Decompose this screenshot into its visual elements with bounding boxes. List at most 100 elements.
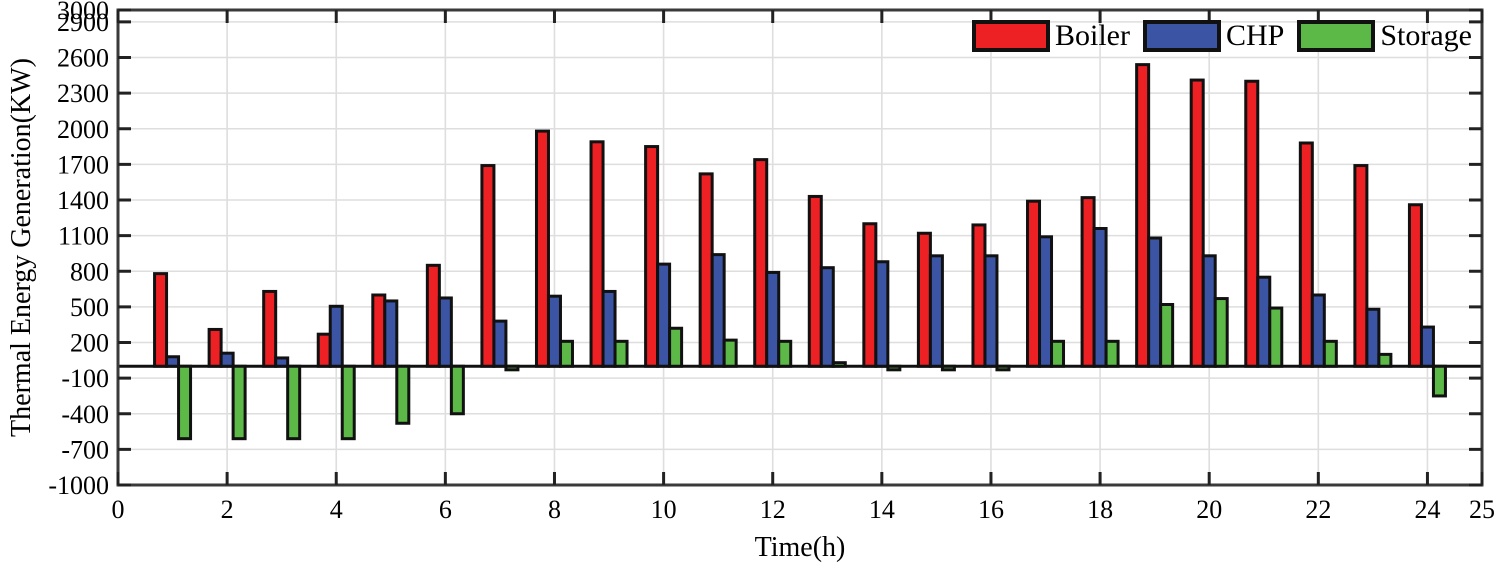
bar-storage-h2 [231, 364, 247, 441]
bar-chp-h8 [546, 294, 562, 368]
bar-chp-h10 [656, 262, 672, 368]
bar-boiler-h5 [371, 293, 387, 368]
y-tick-label-2900: 2900 [57, 8, 109, 37]
bar-storage-h1 [177, 364, 193, 441]
bar-storage-h16 [995, 364, 1011, 372]
bar-storage-h5 [395, 364, 411, 425]
bar-boiler-h3 [262, 289, 278, 368]
bar-boiler-h21 [1244, 79, 1260, 368]
legend-label-storage: Storage [1380, 19, 1472, 52]
bar-storage-h19 [1159, 303, 1175, 368]
bar-boiler-h19 [1135, 63, 1151, 368]
bar-storage-h8 [558, 339, 574, 368]
bar-storage-h23 [1377, 352, 1393, 368]
legend-item-storage: Storage [1297, 20, 1476, 52]
bar-boiler-h8 [534, 129, 550, 368]
bar-storage-h9 [613, 339, 629, 368]
bar-chp-h6 [437, 296, 453, 368]
bar-chp-h16 [983, 254, 999, 368]
bar-boiler-h17 [1026, 199, 1042, 368]
y-tick-label-1100: 1100 [58, 222, 109, 251]
x-axis-label: Time(h) [755, 532, 846, 563]
bar-storage-h7 [504, 364, 520, 372]
bar-boiler-h7 [480, 164, 496, 368]
x-tick-label-16: 16 [978, 495, 1004, 524]
bar-boiler-h1 [153, 272, 169, 368]
bar-storage-h13 [831, 361, 847, 368]
bar-chp-h4 [328, 304, 344, 368]
y-tick-label-2300: 2300 [57, 79, 109, 108]
bar-chp-h17 [1038, 235, 1054, 368]
y-tick-label--700: -700 [61, 435, 109, 464]
legend-item-boiler: Boiler [972, 20, 1134, 52]
bar-boiler-h9 [589, 140, 605, 368]
y-tick-label--100: -100 [61, 364, 109, 393]
bar-storage-h6 [449, 364, 465, 416]
x-tick-label-25: 25 [1469, 495, 1495, 524]
bar-storage-h24 [1431, 364, 1447, 398]
bar-chp-h12 [765, 270, 781, 368]
bar-boiler-h11 [698, 172, 714, 368]
bar-chp-h19 [1147, 236, 1163, 368]
bar-chp-h21 [1256, 275, 1272, 368]
x-tick-label-18: 18 [1087, 495, 1113, 524]
x-tick-label-12: 12 [760, 495, 786, 524]
bar-chp-h18 [1092, 227, 1108, 368]
bar-boiler-h18 [1080, 196, 1096, 368]
legend-item-chp: CHP [1143, 20, 1288, 52]
x-tick-label-6: 6 [439, 495, 452, 524]
y-tick-label-1400: 1400 [57, 186, 109, 215]
storage-color-swatch [1297, 20, 1376, 52]
bar-chp-h14 [874, 260, 890, 368]
bar-boiler-h14 [862, 222, 878, 368]
bar-chp-h2 [219, 351, 235, 368]
bar-storage-h4 [340, 364, 356, 441]
y-tick-label-2600: 2600 [57, 44, 109, 73]
bar-chp-h23 [1365, 307, 1381, 368]
x-tick-label-2: 2 [221, 495, 234, 524]
x-tick-label-20: 20 [1196, 495, 1222, 524]
bar-storage-h3 [286, 364, 302, 441]
y-tick-label-500: 500 [70, 293, 109, 322]
y-tick-label-200: 200 [70, 329, 109, 358]
bar-boiler-h10 [644, 145, 660, 368]
bar-chp-h20 [1201, 254, 1217, 368]
bar-boiler-h6 [425, 263, 441, 368]
y-tick-label-2000: 2000 [57, 115, 109, 144]
chp-color-swatch [1143, 20, 1221, 52]
bar-storage-h22 [1322, 339, 1338, 368]
x-tick-label-0: 0 [112, 495, 125, 524]
bar-chp-h7 [492, 319, 508, 368]
bar-boiler-h16 [971, 223, 987, 368]
bar-boiler-h22 [1298, 141, 1314, 368]
plot-frame [116, 8, 1484, 487]
y-tick-label-3000: 3000 [57, 0, 109, 25]
bar-chp-h15 [928, 254, 944, 368]
bar-boiler-h24 [1407, 203, 1423, 368]
bar-storage-h12 [777, 339, 793, 368]
bar-boiler-h12 [753, 158, 769, 368]
y-tick-label-1700: 1700 [57, 150, 109, 179]
bar-chp-h24 [1419, 325, 1435, 368]
bar-boiler-h20 [1189, 78, 1205, 368]
y-tick-label--400: -400 [61, 400, 109, 429]
x-tick-label-8: 8 [548, 495, 561, 524]
bar-chp-h11 [710, 253, 726, 368]
x-tick-label-22: 22 [1305, 495, 1331, 524]
x-tick-label-10: 10 [651, 495, 677, 524]
legend-label-chp: CHP [1226, 19, 1285, 52]
x-tick-label-14: 14 [869, 495, 895, 524]
boiler-color-swatch [972, 20, 1050, 52]
bar-boiler-h23 [1353, 164, 1369, 368]
bar-chp-h9 [601, 289, 617, 368]
bar-storage-h17 [1050, 339, 1066, 368]
bar-storage-h21 [1268, 306, 1284, 368]
bar-boiler-h15 [916, 231, 932, 368]
bar-storage-h18 [1104, 339, 1120, 368]
bar-chp-h1 [165, 355, 181, 368]
legend-label-boiler: Boiler [1055, 19, 1130, 52]
bar-chp-h13 [819, 266, 835, 368]
bar-storage-h15 [940, 364, 956, 372]
